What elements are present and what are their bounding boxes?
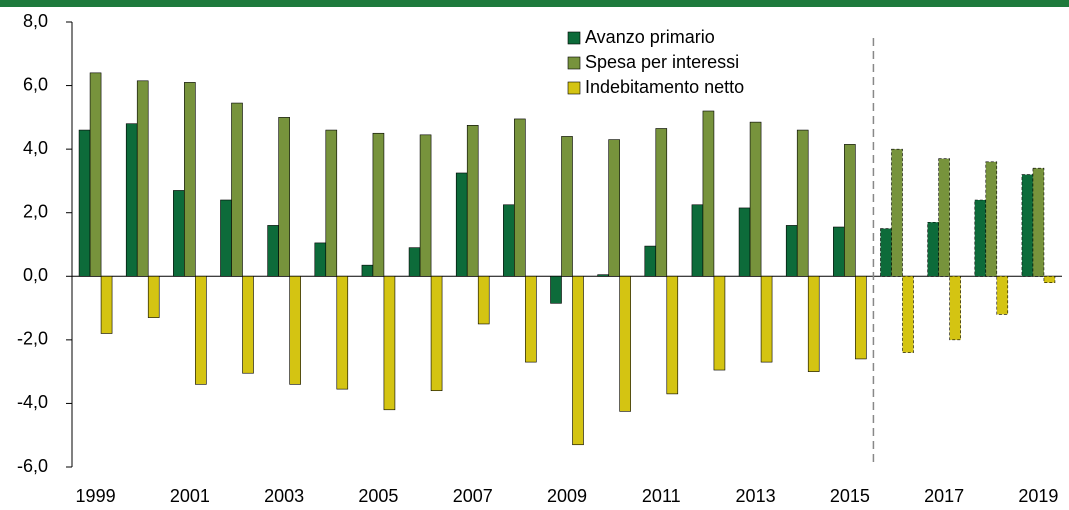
bar <box>996 275 1009 315</box>
bar <box>644 245 657 277</box>
bar <box>361 264 374 277</box>
bar <box>289 275 301 385</box>
bar <box>419 134 432 277</box>
bar <box>655 128 668 277</box>
bar <box>561 136 573 277</box>
y-tick-label: 6,0 <box>23 74 48 94</box>
bar <box>844 144 856 277</box>
bar <box>147 275 160 318</box>
legend-label: Avanzo primario <box>585 27 715 47</box>
bar <box>1032 167 1045 277</box>
y-tick-label: 0,0 <box>23 265 48 285</box>
legend-label: Indebitamento netto <box>585 77 744 97</box>
y-tick-label: 8,0 <box>23 11 48 31</box>
x-tick-label: 1999 <box>76 486 116 506</box>
bar <box>1043 275 1056 283</box>
y-tick-label: -6,0 <box>17 456 48 476</box>
bar <box>267 225 279 277</box>
bar <box>325 129 338 277</box>
x-tick-label: 2015 <box>830 486 870 506</box>
legend-label: Spesa per interessi <box>585 52 739 72</box>
x-tick-label: 2011 <box>642 486 681 506</box>
x-tick-label: 2009 <box>547 486 587 506</box>
bar <box>195 275 207 385</box>
legend-swatch <box>567 81 581 95</box>
x-tick-label: 2013 <box>736 486 776 506</box>
bar <box>477 275 490 325</box>
bar <box>749 121 762 277</box>
bar <box>125 123 138 277</box>
bar <box>880 228 892 277</box>
bar <box>833 226 845 277</box>
top-band <box>0 0 1069 7</box>
bar <box>619 275 631 412</box>
bar <box>891 148 903 277</box>
x-tick-label: 2019 <box>1018 486 1058 506</box>
bar <box>691 204 704 277</box>
bar <box>985 161 998 277</box>
bar <box>608 139 620 277</box>
bar <box>100 275 113 334</box>
bar <box>383 275 396 411</box>
bar <box>89 72 102 277</box>
bar <box>184 82 196 277</box>
bar <box>760 275 773 363</box>
bar <box>514 118 526 277</box>
bar <box>785 225 798 277</box>
x-tick-label: 2005 <box>358 486 398 506</box>
y-tick-label: 2,0 <box>23 201 48 221</box>
bar <box>938 158 950 277</box>
bar <box>525 275 537 363</box>
x-tick-label: 2001 <box>170 486 210 506</box>
bar <box>336 275 349 390</box>
bar <box>503 204 515 277</box>
bar <box>572 275 584 446</box>
bar <box>597 274 609 277</box>
bar <box>455 172 468 277</box>
bar <box>738 207 751 277</box>
bar <box>949 275 961 341</box>
y-tick-label: -2,0 <box>17 329 48 349</box>
bar <box>314 242 327 277</box>
bar <box>666 275 679 395</box>
bar <box>1021 174 1034 277</box>
bar <box>796 129 809 277</box>
x-tick-label: 2017 <box>924 486 964 506</box>
bar <box>974 199 987 277</box>
bar <box>702 110 715 277</box>
bar <box>220 199 232 277</box>
bar <box>550 275 562 304</box>
bar <box>430 275 443 392</box>
bar <box>855 275 867 360</box>
bar <box>278 117 290 277</box>
x-tick-label: 2007 <box>453 486 493 506</box>
y-tick-label: -4,0 <box>17 392 48 412</box>
legend-swatch <box>567 56 581 70</box>
legend-swatch <box>567 31 581 45</box>
bar <box>231 102 243 277</box>
bar <box>372 132 385 277</box>
bar <box>78 129 91 277</box>
bar <box>408 247 421 277</box>
bar <box>807 275 820 372</box>
bar <box>173 190 185 277</box>
bar <box>466 125 479 277</box>
bar <box>242 275 254 374</box>
bar <box>136 80 149 277</box>
y-tick-label: 4,0 <box>23 138 48 158</box>
x-tick-label: 2003 <box>264 486 304 506</box>
bar <box>927 221 939 277</box>
bar <box>902 275 914 353</box>
bar <box>713 275 726 371</box>
